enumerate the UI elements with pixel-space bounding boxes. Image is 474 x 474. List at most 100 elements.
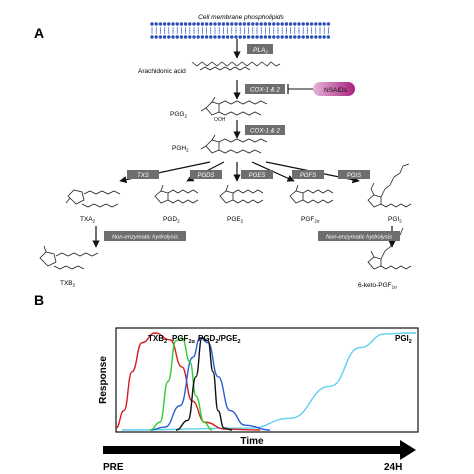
phospholipid-head <box>280 22 284 26</box>
pgd2-curve <box>175 337 233 431</box>
phospholipid-head <box>267 35 272 39</box>
phospholipid-head <box>175 35 179 39</box>
phospholipid-head <box>238 22 242 26</box>
phospholipid-head <box>179 22 184 26</box>
phospholipid-head <box>259 35 263 39</box>
membrane-label: Cell membrane phospholipids <box>198 14 284 21</box>
phospholipid-head <box>204 22 209 26</box>
panel-a-label: A <box>34 25 44 41</box>
phospholipid-head <box>242 35 247 39</box>
phospholipid-head <box>246 22 251 26</box>
phospholipid-head <box>280 35 284 39</box>
phospholipid-head <box>213 35 217 39</box>
phospholipid-head <box>318 35 322 39</box>
plot-frame <box>115 327 419 433</box>
pge2-curve <box>149 337 271 431</box>
pgi2-curve-label: PGI2 <box>395 334 412 345</box>
phospholipid-head <box>288 22 293 26</box>
keto-pgf1a-label: 6-keto-PGF1α <box>358 282 397 290</box>
phospholipid-head <box>162 35 167 39</box>
timeline-arrow <box>103 440 416 460</box>
phospholipid-head <box>309 35 314 39</box>
phospholipid-head <box>217 22 221 26</box>
pgis-label: PGIS <box>347 173 361 179</box>
y-axis-label: Response <box>98 356 109 404</box>
phospholipid-head <box>221 35 226 39</box>
phospholipid-head <box>234 22 238 26</box>
phospholipid-head <box>301 22 305 26</box>
cox-first-label: COX-1 & 2 <box>250 87 280 94</box>
pgf2a-structure <box>289 184 334 204</box>
arachidonic-acid-chain <box>199 66 251 71</box>
phospholipid-head <box>167 35 171 39</box>
pgg2-structure: OOH <box>200 96 268 123</box>
phospholipid-head <box>171 22 175 26</box>
phospholipid-head <box>314 35 318 39</box>
phospholipid-head <box>158 35 163 39</box>
phospholipid-head <box>209 35 213 39</box>
product-structures <box>39 163 412 270</box>
arachidonic-acid-label: Arachidonic acid <box>138 68 186 75</box>
pgh2-structure <box>200 134 268 154</box>
txb2-label: TXB2 <box>60 280 76 288</box>
txs-enzyme: TXS <box>127 170 159 179</box>
phospholipid-head <box>301 35 305 39</box>
phospholipid-head <box>309 22 314 26</box>
phospholipid-head <box>221 22 226 26</box>
hydrolysis-left-label: Non-enzymatic hydrolysis <box>112 235 178 241</box>
txs-label: TXS <box>137 173 149 179</box>
pge2-structure <box>219 184 264 204</box>
phospholipid-head <box>217 35 221 39</box>
phospholipid-head <box>305 22 310 26</box>
phospholipid-head <box>297 22 301 26</box>
phospholipid-head <box>183 22 188 26</box>
phospholipid-head <box>314 22 318 26</box>
phospholipid-head <box>318 22 322 26</box>
pgfs-enzyme: PGFS <box>292 170 324 179</box>
phospholipid-head <box>234 35 238 39</box>
phospholipid-head <box>150 22 154 26</box>
pges-label: PGES <box>249 173 266 179</box>
phospholipid-head <box>188 22 192 26</box>
phospholipid-head <box>322 35 326 39</box>
pla2-label: PLA2 <box>253 47 268 55</box>
phospholipid-head <box>255 35 259 39</box>
phospholipid-head <box>200 35 205 39</box>
svg-text:OOH: OOH <box>214 117 226 123</box>
phospholipid-head <box>267 22 272 26</box>
txb2-curve <box>115 332 261 431</box>
pgfs-label: PGFS <box>300 173 316 179</box>
phospholipid-head <box>225 22 230 26</box>
pgg2-label: PGG2 <box>170 111 187 119</box>
nsaids-badge: NSAIDs <box>313 82 355 96</box>
cox-second-label: COX-1 & 2 <box>250 128 280 135</box>
pges-enzyme: PGES <box>241 170 273 179</box>
response-curves <box>115 332 416 431</box>
pgf2a-label: PGF2α <box>301 216 320 224</box>
pgf2a-curve <box>149 337 213 431</box>
phospholipid-head <box>196 35 200 39</box>
panel-b-label: B <box>34 292 44 308</box>
cox-enzyme-second: COX-1 & 2 <box>245 125 285 135</box>
phospholipid-head <box>192 35 196 39</box>
phospholipid-head <box>288 35 293 39</box>
hydrolysis-box-left: Non-enzymatic hydrolysis <box>104 231 186 241</box>
txb2-curve-label: TXB2 <box>148 334 167 345</box>
txb2-structure <box>39 245 99 270</box>
phospholipid-head <box>272 35 276 39</box>
pgi2-label: PGI2 <box>388 216 402 224</box>
txa2-label: TXA2 <box>80 216 96 224</box>
pgis-enzyme: PGIS <box>338 170 370 179</box>
phospholipid-head <box>284 35 289 39</box>
phospholipid-head <box>183 35 188 39</box>
phospholipid-head <box>297 35 301 39</box>
pgi2-structure <box>367 163 412 208</box>
pgh2-label: PGH2 <box>172 145 189 153</box>
txa2-structure <box>65 189 121 208</box>
phospholipid-head <box>162 22 167 26</box>
pgf2a-curve-label: PGF2α <box>172 334 196 345</box>
phospholipid-head <box>251 22 255 26</box>
phospholipid-head <box>326 35 331 39</box>
